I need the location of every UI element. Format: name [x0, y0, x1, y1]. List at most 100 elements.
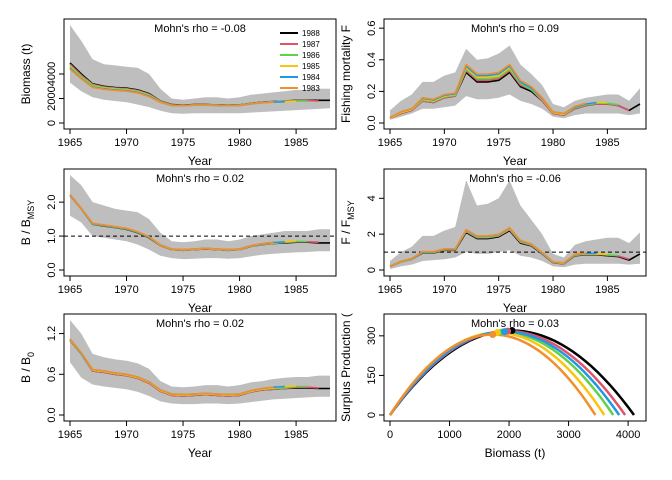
y-axis-label: Fishing mortality F [339, 25, 353, 123]
plot-frame [383, 313, 647, 422]
y-axis-label-main: F / F [339, 220, 353, 245]
panel-b-bmsy: 1965 1970 1975 1980 1985 0.0 1.0 2.0 Mohn's rho … [19, 168, 337, 315]
mohns-rho-label: Mohn's rho = -0.06 [469, 173, 561, 185]
panel-surplus-production: 0 1000 2000 3000 4000 0 150 300 Mohn's rho = 0.0… [339, 313, 647, 460]
panel-b-b0: 1965 1970 1975 1980 1985 0.0 0.6 1.2 Mohn's rho … [19, 313, 337, 460]
series-1983 [69, 194, 274, 251]
plot-frame [63, 18, 337, 130]
y-tick-label: 1.0 [46, 228, 58, 243]
y-tick-label: 4000 [46, 62, 58, 86]
y-tick-label: 2.0 [46, 194, 58, 209]
x-tick-label: 1985 [284, 429, 308, 441]
x-tick-label: 1980 [541, 137, 565, 149]
x-tick-label: 1965 [378, 137, 402, 149]
y-axis-label: Surplus Production ( [339, 313, 353, 422]
y-tick-label: 0.6 [46, 367, 58, 382]
plot-frame [63, 168, 337, 277]
x-tick-label: 1970 [114, 429, 138, 441]
panel-fishing-mortality: 1965 1970 1975 1980 1985 0.0 0.2 0.4 0.6 Mohn's r… [339, 18, 647, 168]
y-tick-label: 0.0 [46, 407, 58, 422]
y-axis-label: F / FMSY [339, 200, 356, 244]
axes: 1965 1970 1975 1980 1985 0.0 0.2 0.4 0.6 [366, 21, 620, 149]
x-tick-label: 1970 [114, 137, 138, 149]
y-tick-label: 0.0 [366, 115, 378, 130]
y-tick-label: 1.2 [46, 326, 58, 341]
x-tick-label: 1980 [541, 284, 565, 296]
x-tick-label: 1965 [58, 429, 82, 441]
x-tick-label: 1980 [227, 137, 251, 149]
x-axis-label: Biomass (t) [485, 446, 546, 460]
x-tick-label: 1980 [227, 284, 251, 296]
legend-label-1988: 1988 [302, 29, 320, 38]
x-tick-label: 1975 [486, 284, 510, 296]
series-1983 [69, 338, 274, 396]
x-tick-label: 1985 [595, 137, 619, 149]
y-tick-label: 0.2 [366, 84, 378, 99]
series-1983 [69, 68, 274, 107]
x-tick-label: 1975 [486, 137, 510, 149]
plot-frame [383, 18, 647, 130]
x-tick-label: 1985 [595, 284, 619, 296]
y-axis-label-subscript: 0 [26, 352, 36, 357]
x-tick-label: 1975 [171, 429, 195, 441]
series-1983 [389, 63, 586, 119]
mohns-rho-label: Mohn's rho = 0.02 [156, 318, 244, 330]
legend-label-1984: 1984 [302, 73, 320, 82]
axes: 0 1000 2000 3000 4000 0 150 300 [366, 327, 640, 441]
legend-label-1985: 1985 [302, 62, 320, 71]
x-tick-label: 1975 [171, 284, 195, 296]
confidence-band [390, 45, 640, 120]
confidence-band [390, 180, 640, 270]
plot-frame [63, 313, 337, 422]
x-tick-label: 1985 [284, 137, 308, 149]
msy-point-1984 [501, 328, 509, 336]
y-tick-label: 0 [46, 120, 58, 126]
msy-point-1983 [489, 331, 497, 339]
y-tick-label: 2000 [46, 86, 58, 110]
x-axis-label: Year [503, 301, 527, 315]
x-tick-label: 1985 [284, 284, 308, 296]
x-axis-label: Year [188, 301, 212, 315]
x-tick-label: 2000 [497, 429, 521, 441]
y-axis-label: B / BMSY [19, 200, 36, 246]
x-tick-label: 1965 [378, 284, 402, 296]
mohns-rho-label: Mohn's rho = 0.02 [156, 173, 244, 185]
mohns-rho-label: Mohn's rho = -0.08 [154, 23, 246, 35]
x-tick-label: 4000 [616, 429, 640, 441]
y-axis-label: Biomass (t) [19, 44, 33, 105]
x-tick-label: 1970 [432, 284, 456, 296]
x-tick-label: 3000 [556, 429, 580, 441]
y-tick-label: 0.0 [46, 262, 58, 277]
panel-f-fmsy: 1965 1970 1975 1980 1985 0 2 4 Mohn's rho = -0.0… [339, 168, 647, 315]
y-tick-label: 150 [366, 366, 378, 384]
y-tick-label: 4 [366, 195, 378, 201]
series-1983 [389, 226, 586, 267]
x-tick-label: 1970 [432, 137, 456, 149]
x-tick-label: 1965 [58, 137, 82, 149]
y-tick-label: 0 [366, 267, 378, 273]
y-axis-label-main: B / B [19, 219, 33, 245]
y-tick-label: 2 [366, 231, 378, 237]
confidence-band [70, 320, 330, 405]
x-tick-label: 0 [387, 429, 393, 441]
x-axis-label: Year [503, 154, 527, 168]
y-tick-label: 0.4 [366, 52, 378, 67]
x-axis-label: Year [188, 446, 212, 460]
x-tick-label: 1975 [171, 137, 195, 149]
legend: 1988 1987 1986 1985 1984 1983 [280, 29, 320, 93]
mohns-rho-label: Mohn's rho = 0.03 [471, 318, 559, 330]
y-axis-label-subscript: MSY [26, 200, 36, 220]
legend-label-1983: 1983 [302, 84, 320, 93]
y-tick-label: 0 [366, 412, 378, 418]
x-axis-label: Year [188, 154, 212, 168]
confidence-band [70, 175, 330, 260]
y-tick-label: 300 [366, 327, 378, 345]
legend-label-1987: 1987 [302, 40, 320, 49]
x-tick-label: 1970 [114, 284, 138, 296]
plot-frame [383, 168, 647, 277]
y-axis-label: B / B0 [19, 352, 36, 383]
x-tick-label: 1965 [58, 284, 82, 296]
mohns-rho-label: Mohn's rho = 0.09 [471, 23, 559, 35]
